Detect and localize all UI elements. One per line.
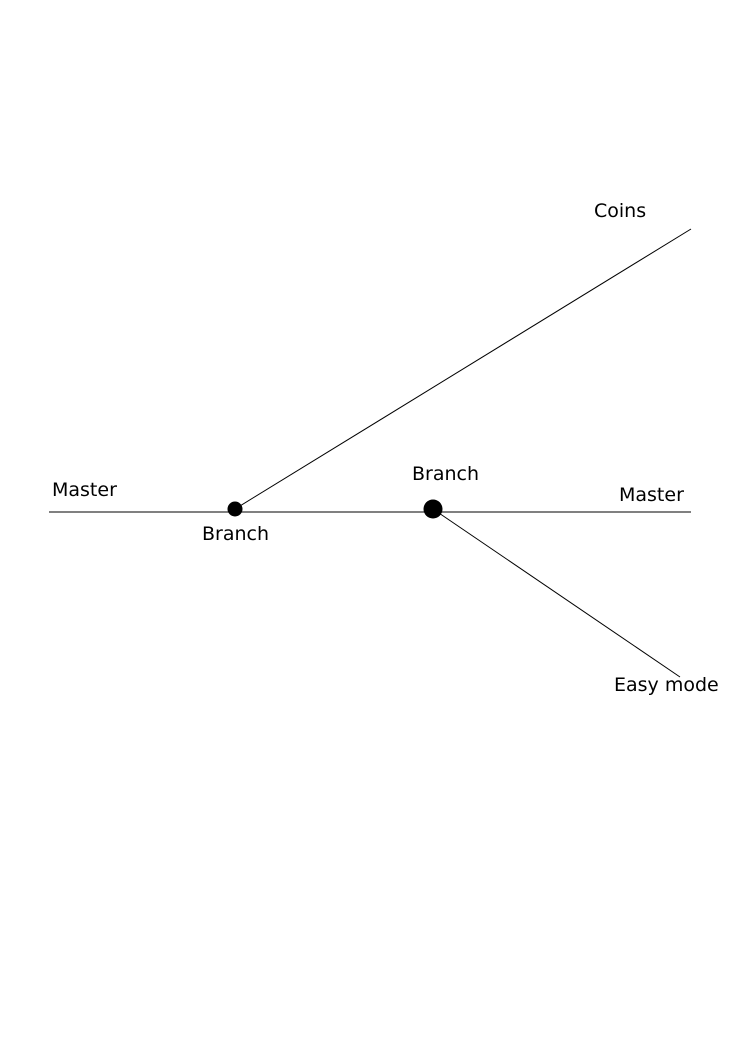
easy-mode-label: Easy mode — [614, 674, 719, 696]
coins-label: Coins — [594, 200, 646, 222]
branch-first-label: Branch — [202, 523, 269, 545]
master-left-label: Master — [52, 479, 117, 501]
branch-point-first — [227, 501, 243, 517]
coins-branch-line — [234, 228, 692, 510]
easy-mode-branch-line — [432, 508, 681, 678]
master-right-label: Master — [619, 484, 684, 506]
branch-second-label: Branch — [412, 463, 479, 485]
branch-point-second — [423, 499, 443, 519]
